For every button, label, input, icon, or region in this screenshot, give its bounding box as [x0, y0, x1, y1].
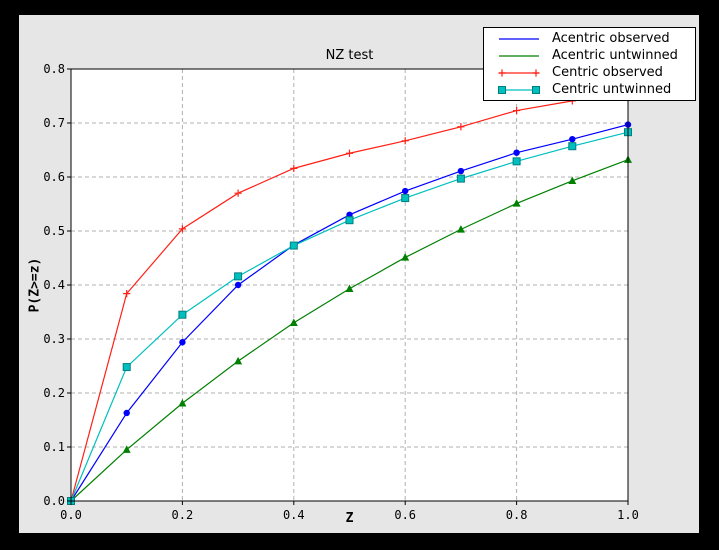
legend-sample-acentric-observed — [499, 37, 539, 40]
y-tick-label: 0.7 — [43, 116, 65, 130]
circle-marker — [569, 136, 576, 143]
plus-marker — [513, 106, 521, 115]
triangle-marker — [234, 356, 243, 365]
legend-item-centric-observed: Centric observed — [484, 64, 695, 81]
chart-title: NZ test — [325, 48, 374, 63]
x-tick-label: 0.8 — [506, 508, 528, 522]
triangle-marker — [456, 225, 465, 233]
y-axis-ticks: 0.0 0.1 0.2 0.3 0.4 0.5 0.6 0.7 0.8 — [43, 62, 71, 508]
y-tick-label: 0.0 — [43, 494, 65, 508]
square-marker — [122, 363, 131, 372]
x-tick-label: 0.0 — [60, 508, 82, 522]
square-marker — [178, 310, 187, 319]
legend-item-centric-untwinned: Centric untwinned — [484, 81, 695, 98]
legend-item-acentric-untwinned: Acentric untwinned — [484, 47, 695, 64]
legend-label-acentric-observed: Acentric observed — [552, 31, 670, 46]
square-marker — [512, 157, 521, 166]
square-marker — [532, 85, 540, 94]
x-tick-label: 0.4 — [283, 508, 305, 522]
circle-marker — [234, 281, 242, 289]
y-tick-label: 0.5 — [43, 224, 65, 238]
y-tick-label: 0.6 — [43, 170, 65, 184]
circle-marker — [513, 149, 520, 156]
x-tick-label: 0.2 — [172, 508, 194, 522]
square-marker — [498, 85, 506, 94]
plus-marker — [345, 149, 354, 157]
x-tick-label: 0.6 — [394, 508, 416, 522]
plus-marker — [401, 137, 409, 145]
circle-marker — [402, 187, 409, 195]
y-tick-label: 0.4 — [43, 278, 65, 292]
triangle-marker — [401, 253, 410, 261]
plus-marker — [457, 123, 465, 131]
plus-marker — [178, 225, 186, 233]
plus-marker — [532, 68, 540, 77]
plus-marker — [498, 68, 506, 77]
legend: Acentric observed Acentric untwinned Centr… — [483, 27, 696, 101]
legend-sample-acentric-untwinned — [499, 54, 539, 57]
legend-sample-centric-untwinned — [498, 85, 540, 94]
square-marker — [234, 272, 243, 281]
y-tick-label: 0.1 — [43, 440, 65, 454]
square-marker — [568, 142, 577, 151]
figure-canvas: 0.0 0.2 0.4 0.6 0.8 1.0 0.0 0.1 0.2 0.3 0.4 0.5 0.6 0… — [19, 15, 699, 533]
x-axis-label: Z — [345, 511, 354, 526]
legend-label-centric-observed: Centric observed — [552, 65, 663, 80]
square-marker — [289, 241, 298, 250]
triangle-marker — [178, 398, 187, 407]
circle-marker — [457, 167, 465, 175]
triangle-marker — [568, 176, 577, 184]
triangle-marker — [122, 445, 131, 453]
triangle-marker — [289, 318, 298, 326]
triangle-marker — [345, 284, 354, 292]
plus-marker — [123, 290, 131, 298]
square-marker — [401, 194, 410, 203]
square-marker — [345, 216, 354, 225]
legend-item-acentric-observed: Acentric observed — [484, 30, 695, 47]
legend-sample-centric-observed — [498, 68, 540, 77]
plus-marker — [234, 189, 242, 197]
y-tick-label: 0.8 — [43, 62, 65, 76]
legend-label-acentric-untwinned: Acentric untwinned — [552, 48, 678, 63]
x-axis-ticks: 0.0 0.2 0.4 0.6 0.8 1.0 — [60, 501, 639, 522]
y-axis-label: P(Z>=z) — [27, 257, 43, 313]
y-tick-label: 0.2 — [43, 386, 65, 400]
square-marker — [456, 174, 465, 183]
x-tick-label: 1.0 — [617, 508, 639, 522]
circle-marker — [179, 339, 186, 346]
circle-marker — [123, 409, 130, 417]
triangle-marker — [512, 199, 521, 207]
legend-label-centric-untwinned: Centric untwinned — [552, 82, 672, 97]
plus-marker — [290, 164, 298, 172]
nz-test-plot: 0.0 0.2 0.4 0.6 0.8 1.00.00.10.20.30.40.50.60… — [43, 62, 639, 522]
y-tick-label: 0.3 — [43, 332, 65, 346]
